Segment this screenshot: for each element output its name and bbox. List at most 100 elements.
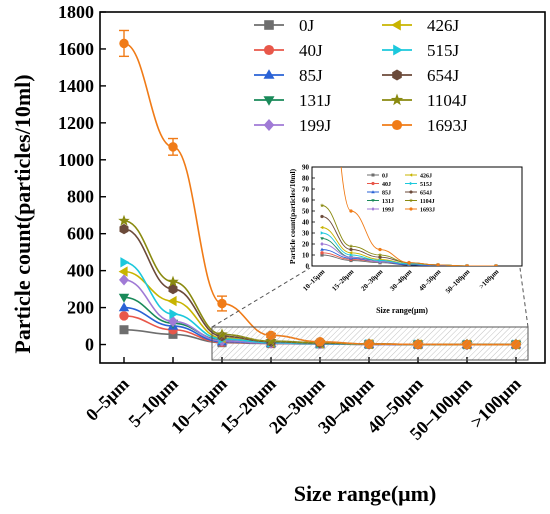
inset-legend-label-1693j: 1693J xyxy=(420,207,435,213)
zoom-indicator xyxy=(211,267,529,361)
legend-marker-1104j xyxy=(390,93,404,106)
data-point-85j xyxy=(118,302,130,312)
inset-y-tick-label: 60 xyxy=(302,197,310,205)
inset-legend-marker-1693j xyxy=(409,207,413,211)
inset-x-tick-label: 30–40μm xyxy=(388,268,413,293)
inset-data-point-654j xyxy=(349,247,353,252)
inset-legend-marker-426j xyxy=(409,173,413,177)
inset-legend-marker-131j xyxy=(371,199,375,203)
inset-legend-label-0j: 0J xyxy=(382,173,388,179)
inset-legend-marker-1104j xyxy=(409,198,413,203)
inset-y-tick-label: 20 xyxy=(302,241,310,249)
legend-marker-40j xyxy=(263,44,275,56)
inset-y-tick-label: 10 xyxy=(302,252,310,260)
inset-data-point-1693j xyxy=(465,264,469,266)
inset-y-tick-label: 50 xyxy=(302,208,310,216)
legend-label-40j: 40J xyxy=(299,41,323,60)
legend-marker-1693j xyxy=(391,119,403,131)
legend-label-1104j: 1104J xyxy=(427,91,467,110)
inset-y-tick-label: 30 xyxy=(302,230,310,238)
inset-legend: 0J 40J 85J 131J 199J 426J 515J 654J 1104J 1693J xyxy=(367,173,435,213)
data-point-131j xyxy=(118,293,130,303)
inset-y-tick-label: 90 xyxy=(302,164,310,172)
legend-item-426j: 426J xyxy=(382,16,460,35)
data-point-1693j xyxy=(168,142,178,152)
inset-x-tick-label: 50–100μm xyxy=(444,268,472,296)
data-point-515j xyxy=(169,308,179,320)
data-point-199j xyxy=(119,274,129,286)
inset-data-point-1693j xyxy=(378,247,382,252)
y-tick-label: 1200 xyxy=(58,113,94,133)
inset-data-point-1104j xyxy=(348,244,354,248)
inset-data-point-1693j xyxy=(494,264,498,266)
data-point-40j xyxy=(119,311,129,321)
data-point-515j xyxy=(120,257,130,268)
legend-item-199j: 199J xyxy=(254,116,332,135)
inset-legend-marker-199j xyxy=(371,207,375,211)
data-point-654j xyxy=(168,283,178,295)
legend-marker-131j xyxy=(263,96,275,106)
data-point-1104j xyxy=(118,214,130,226)
inset-data-point-1104j xyxy=(319,203,325,208)
legend-label-85j: 85J xyxy=(299,66,323,85)
inset-data-point-654j xyxy=(320,214,324,219)
inset-legend-marker-654j xyxy=(409,190,413,194)
legend-label-654j: 654J xyxy=(427,66,460,85)
inset-data-point-515j xyxy=(320,231,324,235)
zoom-region-box xyxy=(211,326,529,361)
inset-legend-label-515j: 515J xyxy=(420,182,432,188)
legend-label-1693j: 1693J xyxy=(427,116,468,135)
inset-legend-marker-515j xyxy=(409,181,413,186)
legend-label-0j: 0J xyxy=(299,16,315,35)
y-axis-title: Particle count(particles/10ml) xyxy=(10,74,35,353)
inset-data-point-426j xyxy=(349,251,353,255)
data-point-1104j xyxy=(167,275,179,287)
y-tick-label: 600 xyxy=(67,224,94,244)
data-point-426j xyxy=(118,266,128,277)
legend-label-426j: 426J xyxy=(427,16,460,35)
inset-legend-label-40j: 40J xyxy=(382,182,391,188)
inset-x-tick-label: >100μm xyxy=(478,268,501,291)
inset-y-tick-label: 0 xyxy=(306,263,310,271)
legend-item-40j: 40J xyxy=(254,41,323,60)
y-tick-label: 800 xyxy=(67,187,94,207)
inset-legend-label-426j: 426J xyxy=(420,173,432,179)
zoom-connector-right xyxy=(519,267,529,328)
inset-data-point-40j xyxy=(320,251,324,255)
inset-legend-marker-0j xyxy=(371,173,375,177)
data-point-1693j xyxy=(119,38,129,49)
legend-marker-654j xyxy=(392,69,402,81)
inset-y-tick-label: 70 xyxy=(302,186,310,194)
inset-data-point-1693j xyxy=(320,20,323,23)
legend-marker-199j xyxy=(263,119,275,131)
legend: 0J 40J 85J 131J 199J 426J 515J 654J 1104J 1693J xyxy=(254,16,468,135)
inset-data-point-0j xyxy=(320,253,324,257)
inset-data-point-199j xyxy=(320,242,324,246)
inset-data-point-85j xyxy=(320,247,324,251)
inset-data-point-1693j xyxy=(349,209,353,213)
inset-legend-label-85j: 85J xyxy=(382,190,391,196)
data-point-0j xyxy=(119,325,129,335)
data-point-654j xyxy=(119,223,129,235)
legend-label-131j: 131J xyxy=(299,91,332,110)
inset-data-point-131j xyxy=(320,237,324,241)
inset-legend-marker-85j xyxy=(371,190,375,194)
inset-x-tick-label: 40–50μm xyxy=(417,268,442,293)
inset-series-layer xyxy=(319,20,499,266)
legend-item-1693j: 1693J xyxy=(382,116,468,135)
inset-legend-label-199j: 199J xyxy=(382,207,394,213)
inset-x-axis-title: Size range(μm) xyxy=(376,306,428,315)
inset-data-point-1693j xyxy=(436,263,440,266)
inset-data-point-515j xyxy=(349,253,353,257)
legend-item-515j: 515J xyxy=(382,41,460,60)
legend-item-131j: 131J xyxy=(254,91,332,110)
inset-y-tick-label: 40 xyxy=(302,219,310,227)
y-tick-label: 200 xyxy=(67,298,94,318)
inset-y-tick-label: 80 xyxy=(302,175,310,183)
legend-marker-0j xyxy=(264,20,274,30)
y-tick-label: 1800 xyxy=(58,2,94,22)
legend-marker-515j xyxy=(393,44,403,56)
main-axes-frame xyxy=(99,11,546,364)
